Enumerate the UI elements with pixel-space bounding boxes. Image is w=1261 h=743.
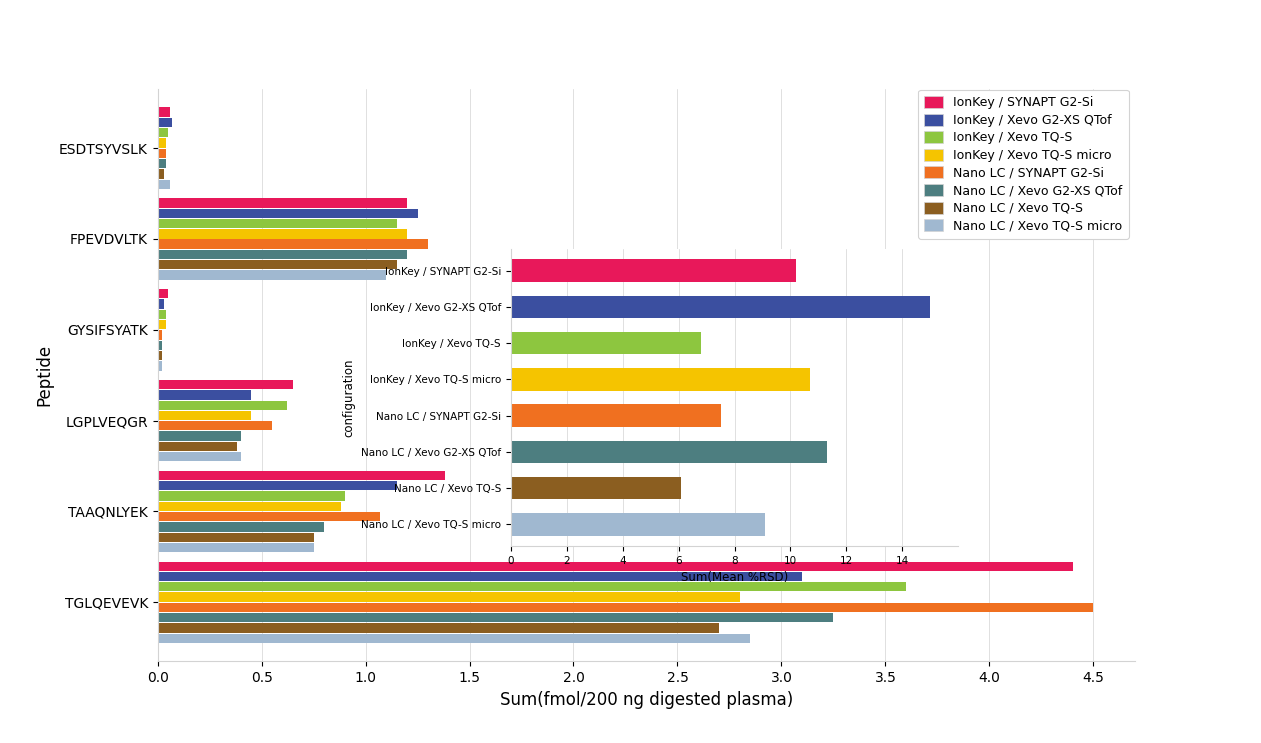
Bar [158,118,173,127]
Y-axis label: configuration: configuration [342,358,356,437]
X-axis label: Sum(Mean %RSD): Sum(Mean %RSD) [681,571,788,585]
Y-axis label: Peptide: Peptide [35,344,53,406]
Bar [158,289,168,299]
X-axis label: Sum(fmol/200 ng digested plasma): Sum(fmol/200 ng digested plasma) [499,690,793,709]
Bar [511,296,931,318]
Bar [158,543,314,552]
Bar [511,404,720,427]
Bar [158,209,417,218]
Bar [158,138,166,148]
Bar [158,533,314,542]
Bar [158,452,241,461]
Bar [158,400,286,410]
Bar [158,320,166,329]
Bar [158,128,168,137]
Bar [158,149,166,158]
Bar [158,169,164,178]
Bar [158,219,397,228]
Bar [158,502,340,511]
Bar [511,477,681,499]
Bar [158,198,407,207]
Bar [158,180,170,189]
Legend: IonKey / SYNAPT G2-Si, IonKey / Xevo G2-XS QTof, IonKey / Xevo TQ-S, IonKey / Xe: IonKey / SYNAPT G2-Si, IonKey / Xevo G2-… [918,90,1129,239]
Bar [158,562,1073,571]
Bar [158,239,427,249]
Bar [158,491,344,501]
Bar [158,270,386,279]
Bar [158,299,164,309]
Bar [158,250,407,259]
Bar [158,380,293,389]
Bar [158,229,407,239]
Bar [158,471,445,480]
Bar [158,613,834,623]
Bar [511,441,827,463]
Bar [158,108,170,117]
Bar [158,572,802,581]
Bar [158,260,397,270]
Bar [158,351,161,360]
Bar [158,512,380,522]
Bar [158,634,750,643]
Bar [158,603,1093,612]
Bar [158,592,740,602]
Bar [158,390,251,400]
Bar [511,513,765,536]
Bar [158,432,241,441]
Bar [511,259,796,282]
Bar [158,582,907,591]
Bar [158,361,161,371]
Bar [158,310,166,319]
Bar [158,159,166,169]
Bar [158,623,719,632]
Bar [158,421,272,430]
Bar [158,331,161,340]
Bar [158,340,161,350]
Bar [158,481,397,490]
Bar [511,332,701,354]
Bar [158,522,324,531]
Bar [158,411,251,420]
Bar [511,368,810,391]
Bar [158,441,237,451]
